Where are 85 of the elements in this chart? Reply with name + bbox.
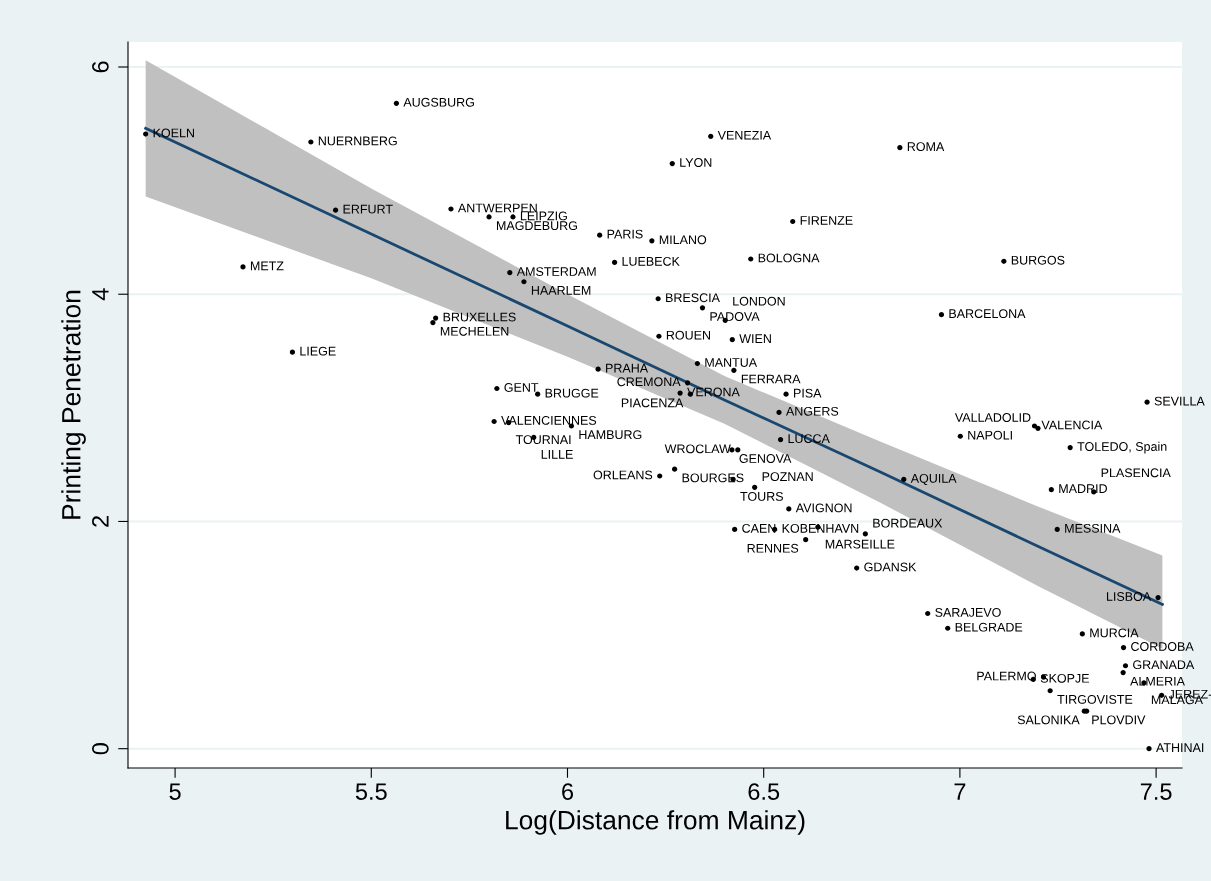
data-label: MAGDEBURG [496, 221, 577, 231]
data-label: LILLE [541, 450, 573, 459]
data-label: METZ [250, 261, 284, 271]
y-tick-label: 2 [92, 516, 109, 527]
data-label: HAMBURG [579, 430, 642, 440]
data-label: VENEZIA [717, 130, 772, 140]
data-label: BELGRADE [955, 622, 1023, 632]
data-label: GENT [504, 383, 539, 392]
data-label: VALLADOLID [954, 413, 1031, 422]
data-label: BARCELONA [949, 309, 1026, 319]
data-label: PRAHA [606, 363, 649, 373]
data-label: PISA [794, 388, 822, 398]
y-tick-label: 4 [92, 288, 109, 301]
x-tick-label: 7 [954, 783, 966, 800]
data-label: CREMONA [617, 377, 681, 387]
data-label: AUGSBURG [403, 97, 474, 107]
data-label: FERRARA [741, 374, 801, 384]
data-label: LIEGE [300, 346, 336, 356]
y-tick-label: 6 [92, 61, 109, 73]
data-label: PLOVDIV [1092, 715, 1146, 725]
data-label: GDANSK [864, 562, 917, 572]
data-label: ANGERS [785, 406, 839, 416]
data-label: LYON [680, 158, 712, 167]
data-label: LUEBECK [622, 256, 680, 266]
data-label: ATHINAI [1156, 743, 1204, 752]
data-label: BRESCIA [666, 293, 720, 303]
data-label: PLASENCIA [1101, 468, 1171, 478]
data-label: MECHELEN [440, 326, 509, 336]
data-label: MESSINA [1065, 523, 1121, 533]
data-label: GRANADA [1133, 660, 1195, 670]
data-label: TOLEDO, Spain [1077, 441, 1167, 454]
data-label: POZNAN [762, 472, 813, 481]
data-label: MADRID [1059, 484, 1107, 493]
data-label: AMSTERDAM [516, 267, 596, 276]
data-label: MURCIA [1090, 628, 1139, 638]
data-label: ALMERIA [1130, 676, 1185, 686]
data-label: BURGOS [1011, 255, 1065, 265]
data-label: VALENCIA [1041, 420, 1103, 430]
data-label: ANTWERPEN [457, 203, 537, 213]
data-label: LEIPZIG [520, 211, 567, 221]
data-label: NAPOLI [968, 430, 1012, 440]
data-label: AVIGNON [795, 503, 852, 513]
x-tick-label: 5 [169, 783, 181, 800]
data-label: ERFURT [343, 204, 393, 214]
data-label: SARAJEVO [935, 607, 1001, 617]
data-label: BOLOGNA [758, 253, 820, 263]
data-label: MILANO [659, 235, 707, 245]
data-label: AQUILA [910, 473, 957, 486]
data-label: PIACENZA [621, 398, 684, 408]
data-label: ROMA [907, 142, 945, 152]
data-label: RENNES [747, 543, 799, 553]
x-tick-label: 6 [562, 783, 574, 800]
data-label: WIEN [739, 334, 771, 343]
x-tick-label: 6.5 [748, 783, 780, 800]
data-label: BRUXELLES [443, 312, 516, 322]
data-label: TOURNAI [515, 435, 571, 445]
data-label: ORLEANS [593, 470, 653, 480]
data-label: CORDOBA [1131, 642, 1194, 651]
data-label: MARSEILLE [825, 539, 895, 549]
data-label: SALONIKA [1017, 715, 1080, 725]
data-label: BORDEAUX [873, 518, 943, 528]
data-label: TOURS [740, 491, 783, 501]
data-label: NUERNBERG [318, 136, 397, 146]
data-label: VALENCIENNES [501, 415, 597, 425]
data-label: SEVILLA [1154, 396, 1205, 406]
x-axis-title: Log(Distance from Mainz) [506, 810, 805, 835]
data-label: PARIS [607, 229, 643, 239]
data-label: WROCLAW [664, 444, 731, 454]
data-label: BOURGES [682, 473, 744, 483]
data-label: TIRGOVISTE [1057, 694, 1133, 704]
y-axis-title: Printing Penetration [61, 290, 86, 519]
data-label: LONDON [733, 296, 785, 306]
data-label: PADOVA [710, 312, 760, 321]
data-label: FIRENZE [800, 216, 853, 225]
data-label: BRUGGE [545, 388, 599, 398]
data-label: PALERMO [977, 671, 1036, 681]
y-tick-label: 0 [92, 743, 109, 755]
data-label: KOBENHAVN [782, 523, 859, 533]
data-label: SKOPJE [1040, 673, 1090, 683]
data-label: GENOVA [739, 454, 792, 463]
x-tick-label: 5.5 [355, 783, 387, 800]
data-label: ROUEN [666, 330, 710, 340]
x-tick-label: 7.5 [1140, 783, 1172, 800]
data-label: MANTUA [705, 358, 758, 367]
data-label: HAARLEM [531, 286, 591, 295]
